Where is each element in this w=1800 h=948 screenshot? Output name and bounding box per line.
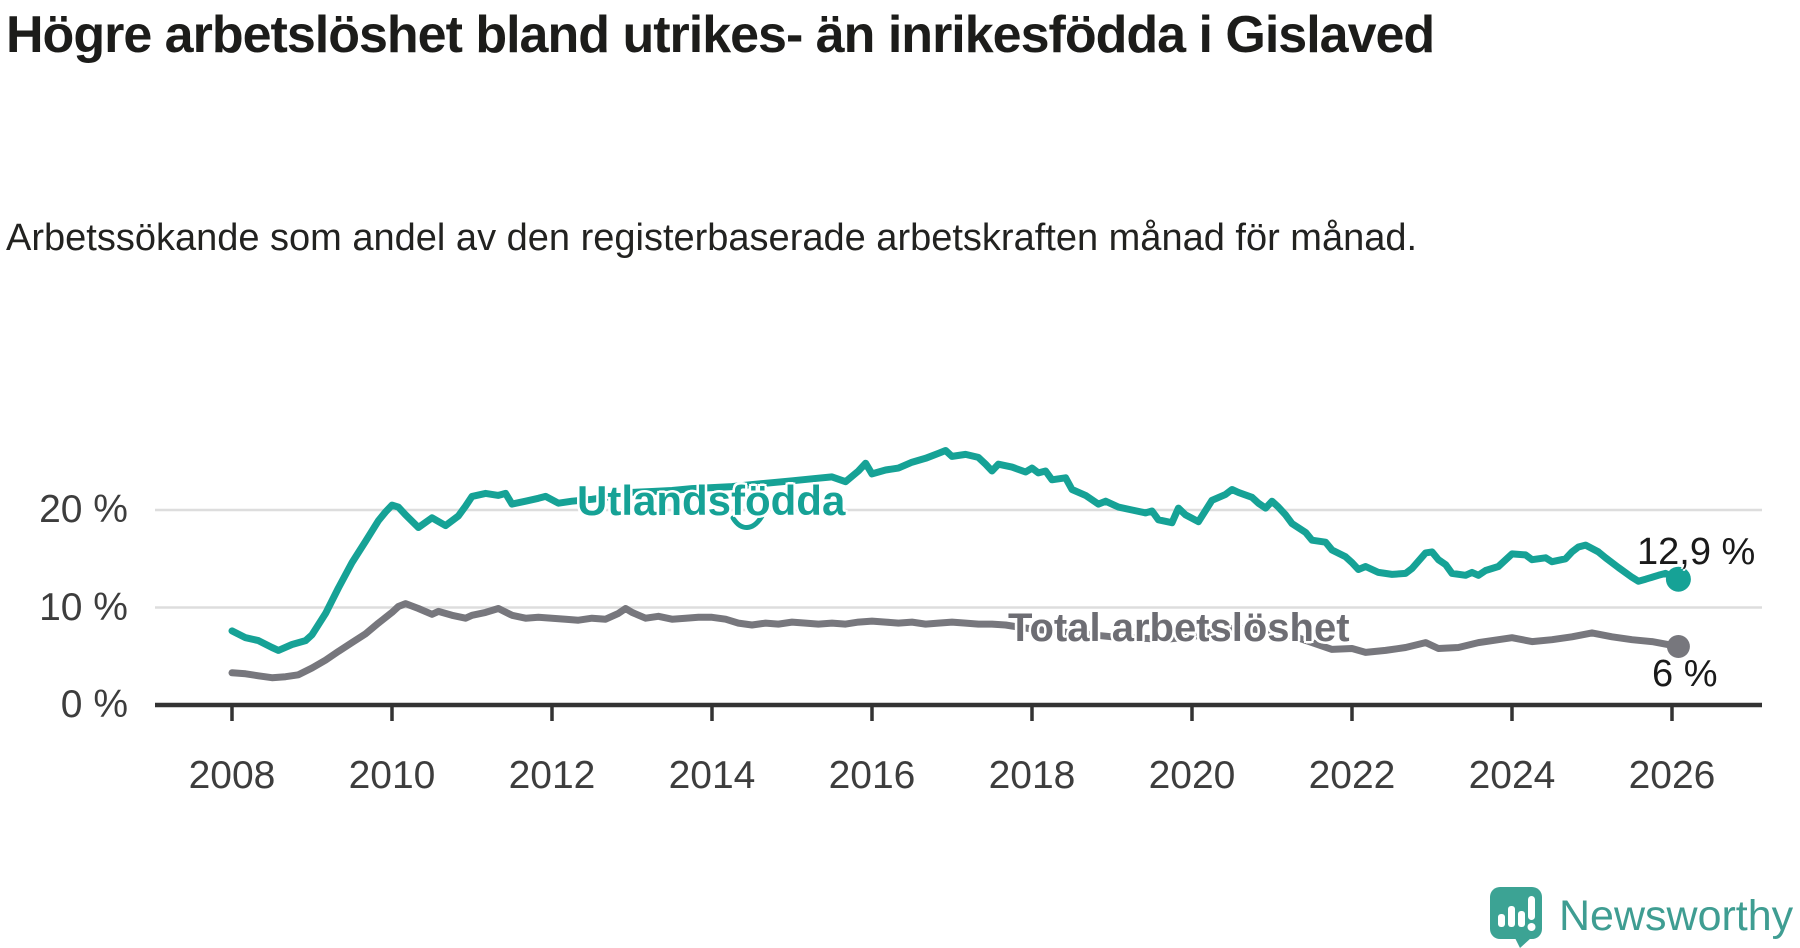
chart-title: Högre arbetslöshet bland utrikes- än inr… xyxy=(6,6,1435,64)
x-tick-label-2016: 2016 xyxy=(828,754,916,797)
newsworthy-logo: Newsworthy xyxy=(1489,886,1800,948)
x-tick-label-2010: 2010 xyxy=(348,754,436,797)
series-line-1 xyxy=(228,600,1682,682)
y-tick-label-10: 10 % xyxy=(39,585,128,629)
newsworthy-logo-icon xyxy=(1490,887,1542,948)
series-label-utlandsfodda: Utlandsfödda xyxy=(577,477,846,524)
x-tick-label-2026: 2026 xyxy=(1628,754,1716,797)
end-value-label-total: 6 % xyxy=(1652,653,1718,695)
x-tick-label-2014: 2014 xyxy=(668,754,756,797)
newsworthy-logo-text: Newsworthy xyxy=(1559,892,1794,940)
x-tick-label-2018: 2018 xyxy=(988,754,1076,797)
label-pointer-squiggle xyxy=(730,513,765,530)
series-label-total-arbetsloshet: Total arbetslöshet xyxy=(1008,606,1350,650)
x-tick-label-2022: 2022 xyxy=(1308,754,1396,797)
x-tick-label-2020: 2020 xyxy=(1148,754,1236,797)
y-tick-label-0: 0 % xyxy=(60,683,128,726)
series-end-dot-1 xyxy=(1666,635,1690,658)
x-tick-label-2012: 2012 xyxy=(508,754,596,797)
series-end-dot-0 xyxy=(1665,566,1691,592)
chart-subtitle: Arbetssökande som andel av den registerb… xyxy=(6,217,1418,259)
series-line-0 xyxy=(228,447,1682,654)
end-value-label-utlandsfodda: 12,9 % xyxy=(1637,531,1756,573)
y-tick-label-20: 20 % xyxy=(39,488,128,531)
x-tick-label-2008: 2008 xyxy=(188,754,276,797)
x-tick-label-2024: 2024 xyxy=(1468,754,1556,797)
